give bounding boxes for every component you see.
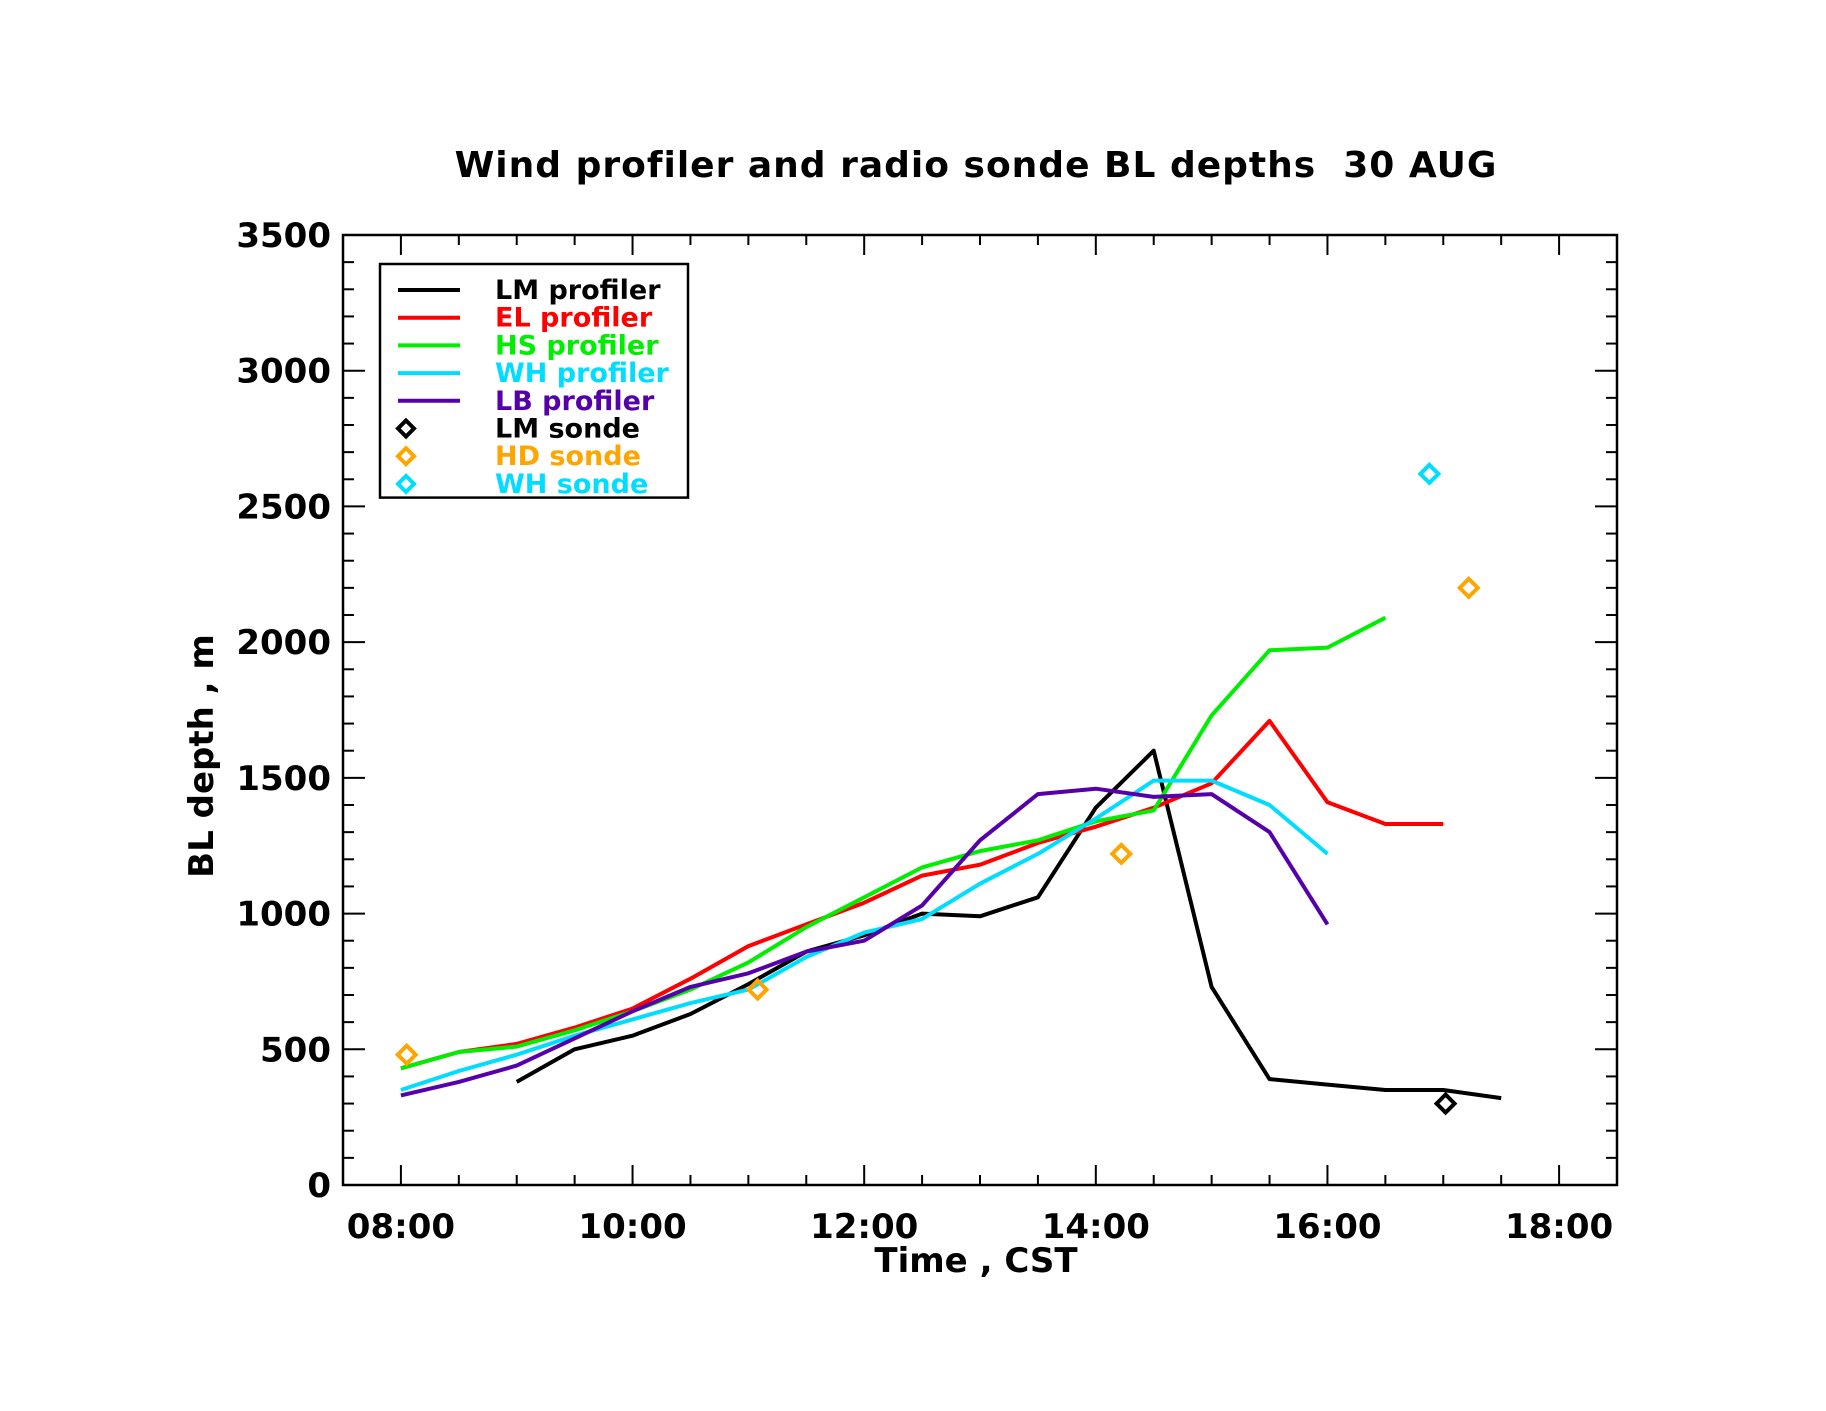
x-tick-label: 10:00: [578, 1207, 686, 1247]
plot-area: 08:00 10:00 12:00 14:00 16:00 18:00 0 500 1000 15…: [236, 216, 1619, 1247]
legend-label-hd-sonde: HD sonde: [495, 441, 641, 472]
y-axis-label: BL depth , m: [182, 634, 222, 878]
series-lm-sonde: [1433, 1091, 1458, 1116]
series-wh-sonde: [1417, 462, 1442, 486]
y-tick-label: 3000: [236, 352, 331, 392]
y-tick-label: 2500: [236, 487, 331, 527]
legend-label-lb-profiler: LB profiler: [495, 386, 655, 417]
marker-hd-sonde: [745, 977, 770, 1002]
legend-label-wh-profiler: WH profiler: [495, 358, 670, 389]
x-tick-label: 12:00: [810, 1207, 918, 1247]
series-line-hs-profiler: [400, 615, 1387, 1071]
x-tick-label: 14:00: [1042, 1207, 1150, 1247]
series-hd-sonde: [394, 576, 1481, 1067]
x-tick-label: 08:00: [347, 1207, 455, 1247]
y-tick-label: 500: [260, 1030, 331, 1070]
marker-wh-sonde: [1417, 462, 1442, 486]
chart-title: Wind profiler and radio sonde BL depths …: [455, 145, 1498, 186]
series-line-wh-profiler: [400, 778, 1329, 1092]
legend-label-lm-profiler: LM profiler: [495, 275, 661, 306]
x-tick-label: 16:00: [1273, 1207, 1381, 1247]
legend-label-lm-sonde: LM sonde: [495, 414, 640, 445]
series-line-el-profiler: [400, 718, 1444, 1071]
marker-lm-sonde: [1433, 1091, 1458, 1116]
series-el-profiler: [400, 718, 1444, 1071]
legend-label-wh-sonde: WH sonde: [495, 469, 648, 500]
marker-hd-sonde: [394, 1042, 419, 1067]
series-lm-profiler: [515, 748, 1502, 1101]
legend-swatch-wh-sonde: [395, 473, 417, 495]
y-tick-label: 1000: [236, 895, 331, 935]
marker-hd-sonde: [1109, 842, 1134, 866]
series-wh-profiler: [400, 778, 1329, 1092]
x-tick-label: 18:00: [1505, 1207, 1613, 1247]
x-axis-label: Time , CST: [874, 1241, 1078, 1281]
legend-swatch-hd-sonde: [395, 445, 417, 468]
legend-label-el-profiler: EL profiler: [495, 303, 653, 334]
y-tick-label: 2000: [236, 623, 331, 663]
marker-hd-sonde: [1456, 576, 1481, 600]
legend-box: [378, 262, 690, 499]
legend-label-hs-profiler: HS profiler: [495, 330, 659, 361]
series-line-lb-profiler: [400, 786, 1330, 1098]
legend-swatch-lm-sonde: [395, 417, 417, 440]
y-tick-label: 3500: [236, 216, 331, 256]
series-hs-profiler: [400, 615, 1387, 1071]
y-tick-label: 0: [307, 1166, 331, 1206]
y-tick-label: 1500: [236, 759, 331, 799]
series-line-lm-profiler: [515, 748, 1502, 1101]
series-lb-profiler: [400, 786, 1330, 1098]
